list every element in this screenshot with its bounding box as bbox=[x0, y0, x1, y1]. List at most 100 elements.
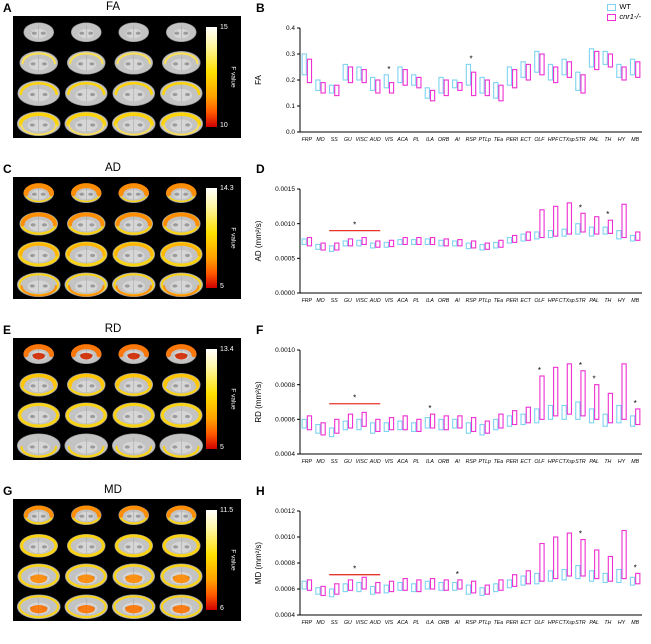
svg-text:VIS: VIS bbox=[385, 298, 394, 304]
svg-text:GU: GU bbox=[344, 137, 352, 143]
svg-text:*: * bbox=[579, 203, 582, 212]
svg-text:SS: SS bbox=[331, 298, 338, 304]
svg-text:0.0008: 0.0008 bbox=[275, 560, 295, 567]
row-AD: C AD 14.3 5 F value D 0.0000 0.0005 0.0010… bbox=[0, 161, 651, 322]
colorbar-label-E: F value bbox=[229, 388, 237, 410]
svg-text:ORB: ORB bbox=[438, 137, 450, 143]
colorbar-gradient-G bbox=[206, 510, 217, 610]
colorbar-max-C: 14.3 bbox=[220, 185, 234, 192]
svg-text:PAL: PAL bbox=[589, 620, 599, 626]
svg-text:0.3: 0.3 bbox=[286, 51, 295, 58]
svg-text:*: * bbox=[579, 361, 582, 370]
svg-text:AI: AI bbox=[454, 298, 460, 304]
svg-text:TH: TH bbox=[604, 459, 611, 465]
svg-text:ILA: ILA bbox=[426, 459, 434, 465]
colorbar-label-C: F value bbox=[229, 227, 237, 249]
svg-text:OLF: OLF bbox=[534, 298, 545, 304]
colorbar-E: 13.4 5 F value bbox=[206, 345, 241, 453]
row-MD: G MD 11.5 6 F value H 0.0004 0.0006 0.0008… bbox=[0, 483, 651, 644]
svg-text:ECT: ECT bbox=[521, 459, 532, 465]
svg-text:0.0015: 0.0015 bbox=[275, 186, 295, 193]
svg-text:*: * bbox=[387, 65, 390, 74]
svg-text:MO: MO bbox=[316, 137, 324, 143]
svg-text:CTXsp: CTXsp bbox=[559, 298, 575, 304]
svg-text:PL: PL bbox=[413, 298, 419, 304]
panel-letter-H: H bbox=[256, 484, 265, 498]
legend-item-ko: cnr1-/- bbox=[607, 12, 641, 22]
svg-text:MO: MO bbox=[316, 459, 324, 465]
svg-text:STR: STR bbox=[575, 137, 586, 143]
svg-text:PTLp: PTLp bbox=[478, 459, 491, 465]
svg-text:0.0000: 0.0000 bbox=[275, 290, 295, 297]
svg-text:0.0010: 0.0010 bbox=[275, 221, 295, 228]
svg-text:TH: TH bbox=[604, 137, 611, 143]
svg-text:0.0010: 0.0010 bbox=[275, 347, 295, 354]
svg-text:RSP: RSP bbox=[466, 459, 477, 465]
svg-text:PAL: PAL bbox=[589, 298, 599, 304]
chart-B-FA: 0.0 0.1 0.2 0.3 0.4 FA FRP MO SS GU VISC AUD VIS ACA P… bbox=[254, 25, 642, 143]
svg-text:TH: TH bbox=[604, 298, 611, 304]
svg-text:CTXsp: CTXsp bbox=[559, 137, 575, 143]
colorbar-label-A: F value bbox=[229, 66, 237, 88]
svg-text:STR: STR bbox=[575, 459, 586, 465]
svg-text:PAL: PAL bbox=[589, 137, 599, 143]
svg-text:AUD: AUD bbox=[369, 459, 381, 465]
svg-text:0.0: 0.0 bbox=[286, 129, 295, 136]
colorbar-max-G: 11.5 bbox=[220, 507, 234, 514]
svg-text:0.1: 0.1 bbox=[286, 103, 295, 110]
wt-label: WT bbox=[619, 2, 631, 11]
svg-text:TEa: TEa bbox=[494, 137, 504, 143]
colorbar-label-G: F value bbox=[229, 549, 237, 571]
svg-text:TEa: TEa bbox=[494, 620, 504, 626]
svg-text:STR: STR bbox=[575, 620, 586, 626]
svg-text:HPF: HPF bbox=[548, 137, 559, 143]
row-RD: E RD 13.4 5 F value F 0.0004 0.0006 0.0008… bbox=[0, 322, 651, 483]
panel-A-title: FA bbox=[105, 1, 121, 13]
svg-text:VIS: VIS bbox=[385, 459, 394, 465]
svg-text:ECT: ECT bbox=[521, 137, 532, 143]
colorbar-gradient-E bbox=[206, 349, 217, 449]
svg-text:RSP: RSP bbox=[466, 137, 477, 143]
svg-text:HY: HY bbox=[618, 137, 626, 143]
svg-text:0.0004: 0.0004 bbox=[275, 612, 295, 619]
colorbar-min-G: 6 bbox=[220, 605, 224, 612]
chart-H-MD: 0.0004 0.0006 0.0008 0.0010 0.0012 MD (mm²/s)… bbox=[254, 508, 642, 626]
panel-H: H 0.0004 0.0006 0.0008 0.0010 0.0012 MD (mm²/… bbox=[240, 483, 651, 644]
chart-D-AD: 0.0000 0.0005 0.0010 0.0015 AD (mm²/s) FRP MO S… bbox=[254, 186, 642, 304]
colorbar-min-A: 10 bbox=[220, 122, 228, 129]
ko-label: cnr1-/- bbox=[619, 12, 641, 21]
svg-text:VIS: VIS bbox=[385, 137, 394, 143]
svg-text:MD (mm²/s): MD (mm²/s) bbox=[254, 542, 263, 585]
svg-text:MB: MB bbox=[631, 459, 639, 465]
svg-text:VISC: VISC bbox=[356, 459, 368, 465]
colorbar-C: 14.3 5 F value bbox=[206, 184, 241, 292]
svg-text:ECT: ECT bbox=[521, 620, 532, 626]
svg-text:AUD: AUD bbox=[369, 298, 381, 304]
svg-text:FRP: FRP bbox=[302, 620, 313, 626]
svg-text:PAL: PAL bbox=[589, 459, 599, 465]
svg-text:*: * bbox=[428, 404, 431, 413]
svg-text:VISC: VISC bbox=[356, 298, 368, 304]
colorbar-min-C: 5 bbox=[220, 283, 224, 290]
colorbar-A: 15 10 F value bbox=[206, 23, 241, 131]
svg-text:ECT: ECT bbox=[521, 298, 532, 304]
panel-A-brain-image: 15 10 F value bbox=[13, 16, 241, 138]
svg-text:TEa: TEa bbox=[494, 298, 504, 304]
colorbar-max-A: 15 bbox=[220, 24, 228, 31]
svg-text:SS: SS bbox=[331, 620, 338, 626]
svg-text:MB: MB bbox=[631, 620, 639, 626]
svg-text:PL: PL bbox=[413, 620, 419, 626]
svg-text:PL: PL bbox=[413, 459, 419, 465]
panel-C-title: AD bbox=[105, 162, 121, 174]
svg-text:0.0008: 0.0008 bbox=[275, 382, 295, 389]
ko-swatch-icon bbox=[607, 13, 617, 21]
svg-text:ACA: ACA bbox=[396, 298, 408, 304]
svg-text:0.2: 0.2 bbox=[286, 77, 295, 84]
legend: WT cnr1-/- bbox=[607, 2, 641, 22]
svg-text:0.0012: 0.0012 bbox=[275, 508, 295, 515]
chart-F-RD: 0.0004 0.0006 0.0008 0.0010 RD (mm²/s) FRP MO S… bbox=[254, 347, 642, 465]
panel-G-brain-image: 11.5 6 F value bbox=[13, 499, 241, 621]
svg-text:*: * bbox=[353, 394, 356, 403]
svg-text:AUD: AUD bbox=[369, 620, 381, 626]
